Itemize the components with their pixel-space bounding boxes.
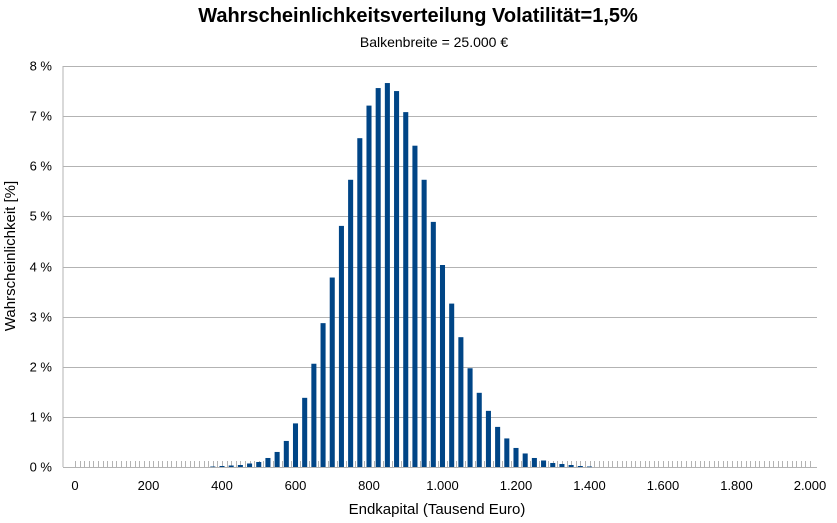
x-tick-label: 1.000 <box>426 478 459 493</box>
bar <box>550 462 556 467</box>
bar <box>430 221 436 467</box>
bar <box>357 138 363 467</box>
bar <box>403 112 409 468</box>
x-tick-label: 1.200 <box>500 478 533 493</box>
bar <box>531 457 537 467</box>
bar <box>338 225 344 467</box>
bar <box>384 83 390 467</box>
y-tick-label: 1 % <box>30 410 53 425</box>
bar <box>504 438 510 467</box>
bar <box>577 466 583 467</box>
bar <box>311 363 317 467</box>
bar <box>320 323 326 467</box>
x-tick-label: 600 <box>285 478 307 493</box>
x-tick-label: 1.800 <box>720 478 753 493</box>
y-tick-labels: 0 % 1 % 2 % 3 % 4 % 5 % 6 % 7 % 8 % <box>30 59 53 475</box>
x-tick-label: 400 <box>211 478 233 493</box>
y-tick-label: 6 % <box>30 159 53 174</box>
bar <box>439 265 446 467</box>
x-tick-label: 2.000 <box>794 478 827 493</box>
bar <box>375 88 381 467</box>
bar <box>586 466 593 468</box>
bar <box>485 410 491 467</box>
bar <box>329 277 335 467</box>
bar <box>302 397 308 467</box>
bar <box>495 426 501 467</box>
bar <box>412 145 418 467</box>
bar <box>476 392 482 467</box>
x-minor-ticks <box>75 461 811 467</box>
x-tick-label: 800 <box>358 478 380 493</box>
bar <box>541 460 547 467</box>
y-tick-label: 2 % <box>30 360 53 375</box>
bars <box>210 83 593 468</box>
x-tick-label: 1.600 <box>647 478 680 493</box>
bar <box>559 463 565 467</box>
x-tick-label: 200 <box>138 478 160 493</box>
bar <box>513 447 519 467</box>
bar <box>247 463 253 467</box>
bar <box>219 466 225 467</box>
bar <box>467 368 473 467</box>
bar <box>421 179 427 467</box>
bar <box>458 337 464 467</box>
bar <box>237 465 243 467</box>
bar <box>283 440 289 467</box>
bar <box>366 105 372 467</box>
bar <box>449 303 455 467</box>
bar <box>394 91 400 467</box>
chart-title: Wahrscheinlichkeitsverteilung Volatilitä… <box>198 5 638 27</box>
chart-subtitle: Balkenbreite = 25.000 € <box>360 34 508 50</box>
bar <box>522 453 528 467</box>
bar <box>274 451 280 467</box>
y-tick-label: 0 % <box>30 460 53 475</box>
y-axis-label: Wahrscheinlichkeit [%] <box>2 181 19 331</box>
y-tick-label: 5 % <box>30 209 53 224</box>
x-tick-labels: 0 200 400 600 800 1.000 1.200 1.400 1.600 1.800 2.… <box>71 478 826 493</box>
x-axis-label: Endkapital (Tausend Euro) <box>349 501 526 518</box>
bar <box>265 457 271 467</box>
y-tick-label: 3 % <box>30 310 53 325</box>
bar <box>292 423 299 467</box>
bar <box>348 179 354 467</box>
bar <box>256 461 262 467</box>
x-tick-label: 0 <box>71 478 78 493</box>
bar <box>210 466 216 468</box>
x-tick-label: 1.400 <box>573 478 606 493</box>
y-tick-label: 7 % <box>30 109 53 124</box>
y-tick-label: 4 % <box>30 260 53 275</box>
y-tick-label: 8 % <box>30 59 53 74</box>
bar <box>568 465 574 467</box>
bar <box>228 465 234 467</box>
